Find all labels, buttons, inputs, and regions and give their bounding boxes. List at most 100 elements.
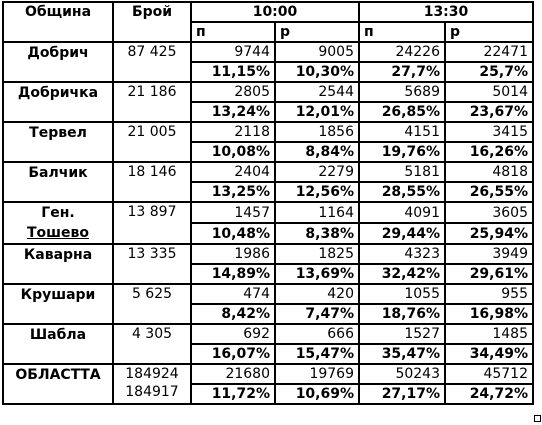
percent-pn1: 14,89%	[190, 263, 276, 285]
voter-count: 87 425	[112, 41, 192, 83]
subheader-row: п р п р	[3, 21, 534, 43]
percent-pr2: 25,94%	[444, 222, 534, 245]
community-name: Каварна	[2, 243, 114, 285]
voter-count: 13 897	[112, 201, 192, 245]
header-time-1000: 10:00	[190, 1, 360, 23]
percent-pn1: 11,72%	[190, 383, 276, 405]
voter-count: 184924 184917	[112, 363, 192, 405]
table-body: Добрич 87 425 9744 9005 24226 22471 11,15% 10,3…	[2, 41, 534, 405]
voter-count-value: 13 335	[127, 246, 177, 262]
count-n1: 9744	[190, 41, 276, 63]
table-row-percent: 13,25% 12,56% 28,55% 26,55%	[3, 181, 534, 203]
resize-handle[interactable]	[534, 415, 541, 422]
count-n1: 1986	[190, 243, 276, 265]
count-n2: 1527	[358, 323, 446, 345]
voter-count: 21 005	[112, 121, 192, 163]
community-name: Крушари	[2, 283, 114, 325]
count-r2: 3415	[444, 121, 534, 143]
count-n2: 1055	[358, 283, 446, 305]
voter-count-value: 87 425	[127, 44, 177, 60]
count-r2: 22471	[444, 41, 534, 63]
percent-pr1: 15,47%	[274, 343, 360, 365]
count-r1: 1164	[274, 201, 360, 224]
percent-pn2: 32,42%	[358, 263, 446, 285]
count-n2: 50243	[358, 363, 446, 385]
voter-count: 18 146	[112, 161, 192, 203]
percent-pn1: 13,24%	[190, 101, 276, 123]
count-n1: 692	[190, 323, 276, 345]
count-r1: 9005	[274, 41, 360, 63]
count-n1: 2118	[190, 121, 276, 143]
count-r1: 420	[274, 283, 360, 305]
count-r1: 666	[274, 323, 360, 345]
count-r2: 955	[444, 283, 534, 305]
table-row-counts: Тервел 21 005 2118 1856 4151 3415	[2, 121, 534, 163]
voter-count-value: 4 305	[131, 326, 173, 342]
table-row-counts: Каварна 13 335 1986 1825 4323 3949	[2, 243, 534, 285]
percent-pn2: 29,44%	[358, 222, 446, 245]
percent-pn2: 27,17%	[358, 383, 446, 405]
voter-count-value: 21 005	[127, 124, 177, 140]
percent-pn2: 19,76%	[358, 141, 446, 163]
percent-pr1: 12,01%	[274, 101, 360, 123]
community-name: Шабла	[2, 323, 114, 365]
percent-pn1: 11,15%	[190, 61, 276, 83]
percent-pr1: 8,38%	[274, 222, 360, 245]
percent-pr1: 12,56%	[274, 181, 360, 203]
count-r1: 2544	[274, 81, 360, 103]
voter-count: 21 186	[112, 81, 192, 123]
subheader-n-1330: п	[358, 21, 446, 43]
header-count: Брой	[112, 1, 192, 43]
table-row-percent: 11,72% 10,69% 27,17% 24,72%	[3, 383, 534, 405]
count-n2: 24226	[358, 41, 446, 63]
percent-pr2: 16,26%	[444, 141, 534, 163]
count-r2: 3605	[444, 201, 534, 224]
header-time-1330: 13:30	[358, 1, 534, 23]
header-row: Община Брой 10:00 13:30	[2, 1, 534, 43]
count-n2: 4323	[358, 243, 446, 265]
table-row-counts: Добрич 87 425 9744 9005 24226 22471	[2, 41, 534, 83]
count-r2: 3949	[444, 243, 534, 265]
table-row-percent: 13,24% 12,01% 26,85% 23,67%	[3, 101, 534, 123]
table-row-counts: ОБЛАСТТА 184924 184917 21680 19769 50243 45712	[2, 363, 534, 405]
table-row-counts: Ген. Тошево 13 897 1457 1164 4091 3605	[2, 201, 534, 245]
count-n1: 1457	[190, 201, 276, 224]
percent-pn2: 18,76%	[358, 303, 446, 325]
count-r1: 19769	[274, 363, 360, 385]
count-n1: 21680	[190, 363, 276, 385]
percent-pn1: 16,07%	[190, 343, 276, 365]
percent-pn1: 10,48%	[190, 222, 276, 245]
percent-pr1: 7,47%	[274, 303, 360, 325]
count-n1: 2805	[190, 81, 276, 103]
community-name: Тервел	[2, 121, 114, 163]
percent-pn2: 26,85%	[358, 101, 446, 123]
count-r2: 5014	[444, 81, 534, 103]
count-n2: 4091	[358, 201, 446, 224]
count-r2: 45712	[444, 363, 534, 385]
count-r1: 1856	[274, 121, 360, 143]
subheader-n-1000: п	[190, 21, 276, 43]
count-r1: 2279	[274, 161, 360, 183]
count-n1: 474	[190, 283, 276, 305]
count-n1: 2404	[190, 161, 276, 183]
subheader-r-1330: р	[444, 21, 534, 43]
percent-pr2: 16,98%	[444, 303, 534, 325]
table-row-percent: 11,15% 10,30% 27,7% 25,7%	[3, 61, 534, 83]
percent-pr1: 10,30%	[274, 61, 360, 83]
table-row-percent: 16,07% 15,47% 35,47% 34,49%	[3, 343, 534, 365]
percent-pr1: 8,84%	[274, 141, 360, 163]
percent-pr2: 24,72%	[444, 383, 534, 405]
percent-pr2: 29,61%	[444, 263, 534, 285]
percent-pr1: 13,69%	[274, 263, 360, 285]
count-r2: 4818	[444, 161, 534, 183]
voter-count: 13 335	[112, 243, 192, 285]
percent-pr1: 10,69%	[274, 383, 360, 405]
community-name: Добрич	[2, 41, 114, 83]
percent-pr2: 23,67%	[444, 101, 534, 123]
turnout-table: Община Брой 10:00 13:30 п р п р Добрич 87…	[2, 1, 534, 405]
voter-count-value: 5 625	[131, 286, 173, 302]
percent-pn2: 27,7%	[358, 61, 446, 83]
voter-count-value: 21 186	[127, 84, 177, 100]
percent-pn2: 35,47%	[358, 343, 446, 365]
table-row-percent: 10,08% 8,84% 19,76% 16,26%	[3, 141, 534, 163]
